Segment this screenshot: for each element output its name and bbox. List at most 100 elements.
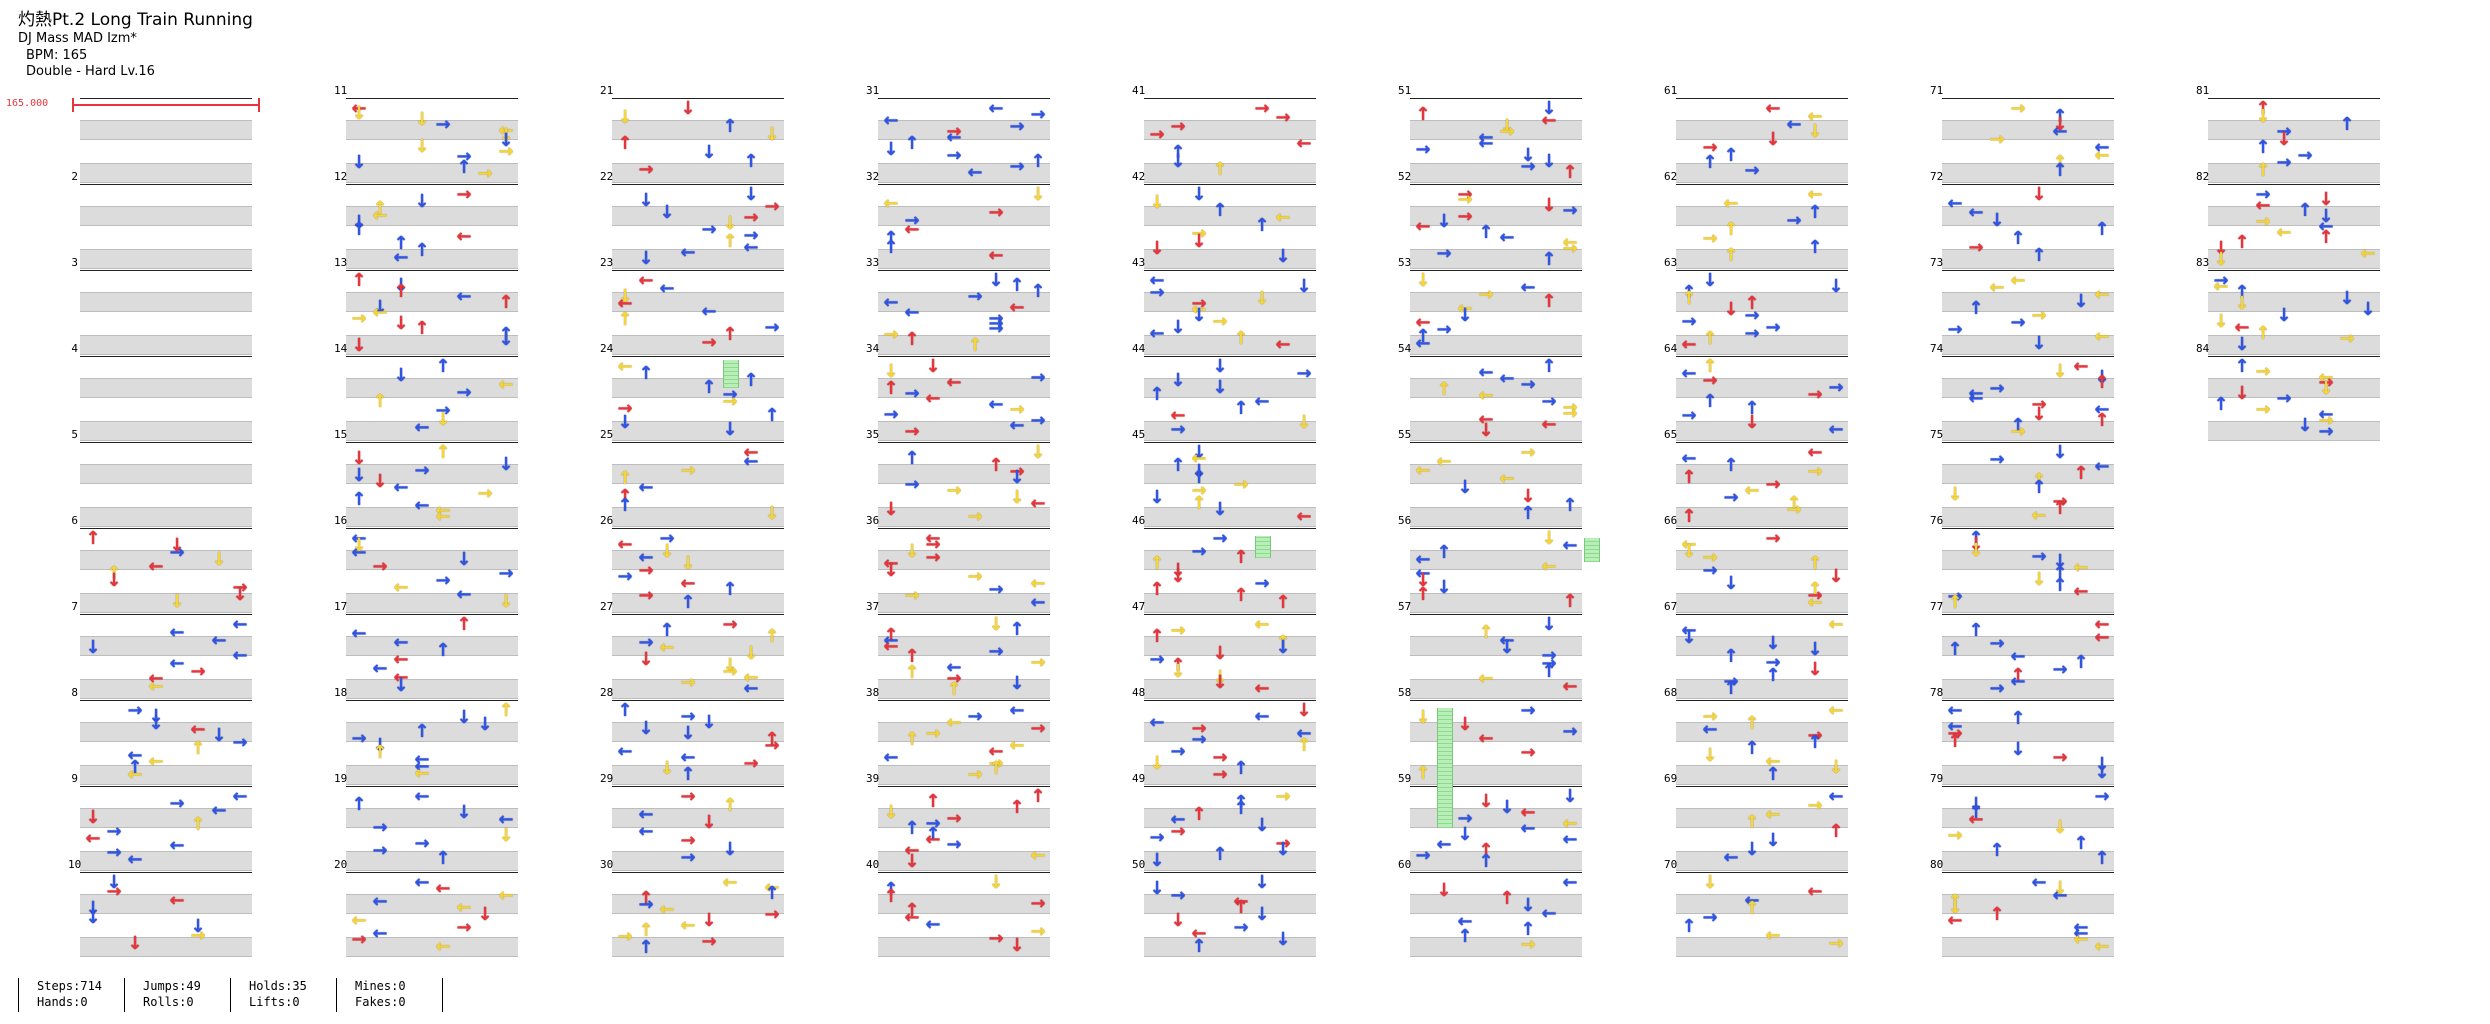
arrow-right-icon: →: [1723, 671, 1739, 693]
arrow-down-icon: ↓: [1436, 577, 1452, 598]
measure-line: [1410, 356, 1582, 357]
arrow-up-icon: ↑: [967, 334, 983, 356]
arrow-right-icon: →: [1499, 121, 1515, 143]
arrow-left-icon: ←: [393, 247, 409, 268]
arrow-right-icon: →: [1030, 103, 1046, 125]
arrow-down-icon: ↓: [351, 334, 367, 356]
arrow-down-icon: ↓: [2031, 404, 2047, 426]
arrow-left-icon: ←: [1520, 802, 1536, 824]
arrow-left-icon: ←: [393, 649, 409, 670]
arrow-left-icon: ←: [638, 803, 654, 825]
arrow-right-icon: →: [1765, 528, 1781, 549]
arrow-left-icon: ←: [722, 872, 738, 893]
arrow-down-icon: ↓: [2052, 113, 2068, 135]
measure-line: [1676, 98, 1848, 99]
beat-band: [1410, 249, 1582, 269]
arrow-down-icon: ↓: [722, 419, 738, 440]
beat-band: [1410, 722, 1582, 742]
arrow-left-icon: ←: [498, 809, 514, 831]
arrow-right-icon: →: [1520, 700, 1536, 721]
beat-band: [80, 808, 252, 828]
arrow-up-icon: ↑: [1723, 645, 1739, 667]
arrow-up-icon: ↑: [2052, 498, 2068, 519]
arrow-left-icon: ←: [1828, 700, 1844, 721]
arrow-down-icon: ↓: [1170, 910, 1186, 932]
measure-line: [2208, 270, 2380, 271]
beat-band: [80, 636, 252, 656]
arrow-left-icon: ←: [1499, 629, 1515, 651]
beat-band: [1676, 851, 1848, 871]
arrow-down-icon: ↓: [883, 802, 899, 824]
beat-band: [346, 636, 518, 656]
arrow-right-icon: →: [1191, 480, 1207, 502]
arrow-right-icon: →: [1807, 585, 1823, 607]
arrow-right-icon: →: [2031, 393, 2047, 415]
arrow-down-icon: ↓: [1275, 637, 1291, 659]
beat-band: [1144, 378, 1316, 398]
arrow-up-icon: ↑: [1681, 281, 1697, 303]
arrow-up-icon: ↑: [2094, 219, 2110, 240]
arrow-down-icon: ↓: [1499, 115, 1515, 137]
arrow-down-icon: ↓: [1968, 539, 1984, 561]
arrow-down-icon: ↓: [2073, 291, 2089, 312]
measure-number: 47: [1132, 600, 1146, 613]
arrow-left-icon: ←: [351, 542, 367, 563]
arrow-right-icon: →: [106, 821, 122, 842]
arrow-right-icon: →: [127, 700, 143, 721]
beat-band: [1942, 206, 2114, 226]
measure-number: 55: [1398, 428, 1412, 441]
arrow-up-icon: ↑: [1541, 291, 1557, 312]
arrow-down-icon: ↓: [1681, 626, 1697, 648]
arrow-up-icon: ↑: [456, 614, 472, 635]
arrow-up-icon: ↑: [1681, 467, 1697, 489]
arrow-up-icon: ↑: [1723, 454, 1739, 476]
arrow-left-icon: ←: [456, 584, 472, 605]
arrow-right-icon: →: [1457, 184, 1473, 205]
arrow-right-icon: →: [2297, 144, 2313, 166]
arrow-down-icon: ↓: [638, 248, 654, 270]
arrow-right-icon: →: [1170, 884, 1186, 906]
arrow-right-icon: →: [904, 210, 920, 232]
beat-band: [612, 851, 784, 871]
arrow-up-icon: ↑: [1989, 840, 2005, 862]
arrow-up-icon: ↑: [2255, 160, 2271, 182]
arrow-left-icon: ←: [2052, 884, 2068, 906]
beat-band: [1144, 292, 1316, 312]
measure-number: 83: [2196, 256, 2210, 269]
measure-number: 41: [1132, 84, 1146, 97]
arrow-up-icon: ↑: [2031, 245, 2047, 267]
measure-line: [80, 270, 252, 271]
arrow-up-icon: ↑: [127, 757, 143, 779]
beat-band: [612, 679, 784, 699]
arrow-down-icon: ↓: [1191, 442, 1207, 463]
arrow-down-icon: ↓: [393, 675, 409, 697]
arrow-up-icon: ↑: [2255, 322, 2271, 344]
arrow-right-icon: →: [988, 640, 1004, 662]
measure-number: 46: [1132, 514, 1146, 527]
beat-band: [2208, 421, 2380, 441]
arrow-up-icon: ↑: [617, 485, 633, 507]
arrow-up-icon: ↑: [1968, 528, 1984, 549]
arrow-right-icon: →: [1702, 227, 1718, 249]
arrow-up-icon: ↑: [722, 578, 738, 600]
measure-line: [1676, 700, 1848, 701]
arrow-right-icon: →: [680, 829, 696, 851]
stat-steps: Steps:714: [37, 979, 103, 993]
arrow-down-icon: ↓: [2031, 333, 2047, 354]
arrow-left-icon: ←: [1170, 809, 1186, 831]
beat-band: [878, 335, 1050, 355]
measure-line: [1942, 528, 2114, 529]
arrow-left-icon: ←: [1149, 711, 1165, 733]
arrow-left-icon: ←: [372, 302, 388, 324]
arrow-up-icon: ↑: [1681, 505, 1697, 527]
arrow-left-icon: ←: [2360, 243, 2376, 265]
arrow-left-icon: ←: [1947, 700, 1963, 721]
measure-line: [1410, 98, 1582, 99]
measure-line: [612, 184, 784, 185]
arrow-up-icon: ↑: [1149, 553, 1165, 575]
arrow-right-icon: →: [638, 559, 654, 581]
measure-line: [1410, 614, 1582, 615]
arrow-down-icon: ↓: [2234, 334, 2250, 356]
arrow-right-icon: →: [1415, 845, 1431, 867]
arrow-right-icon: →: [498, 141, 514, 163]
